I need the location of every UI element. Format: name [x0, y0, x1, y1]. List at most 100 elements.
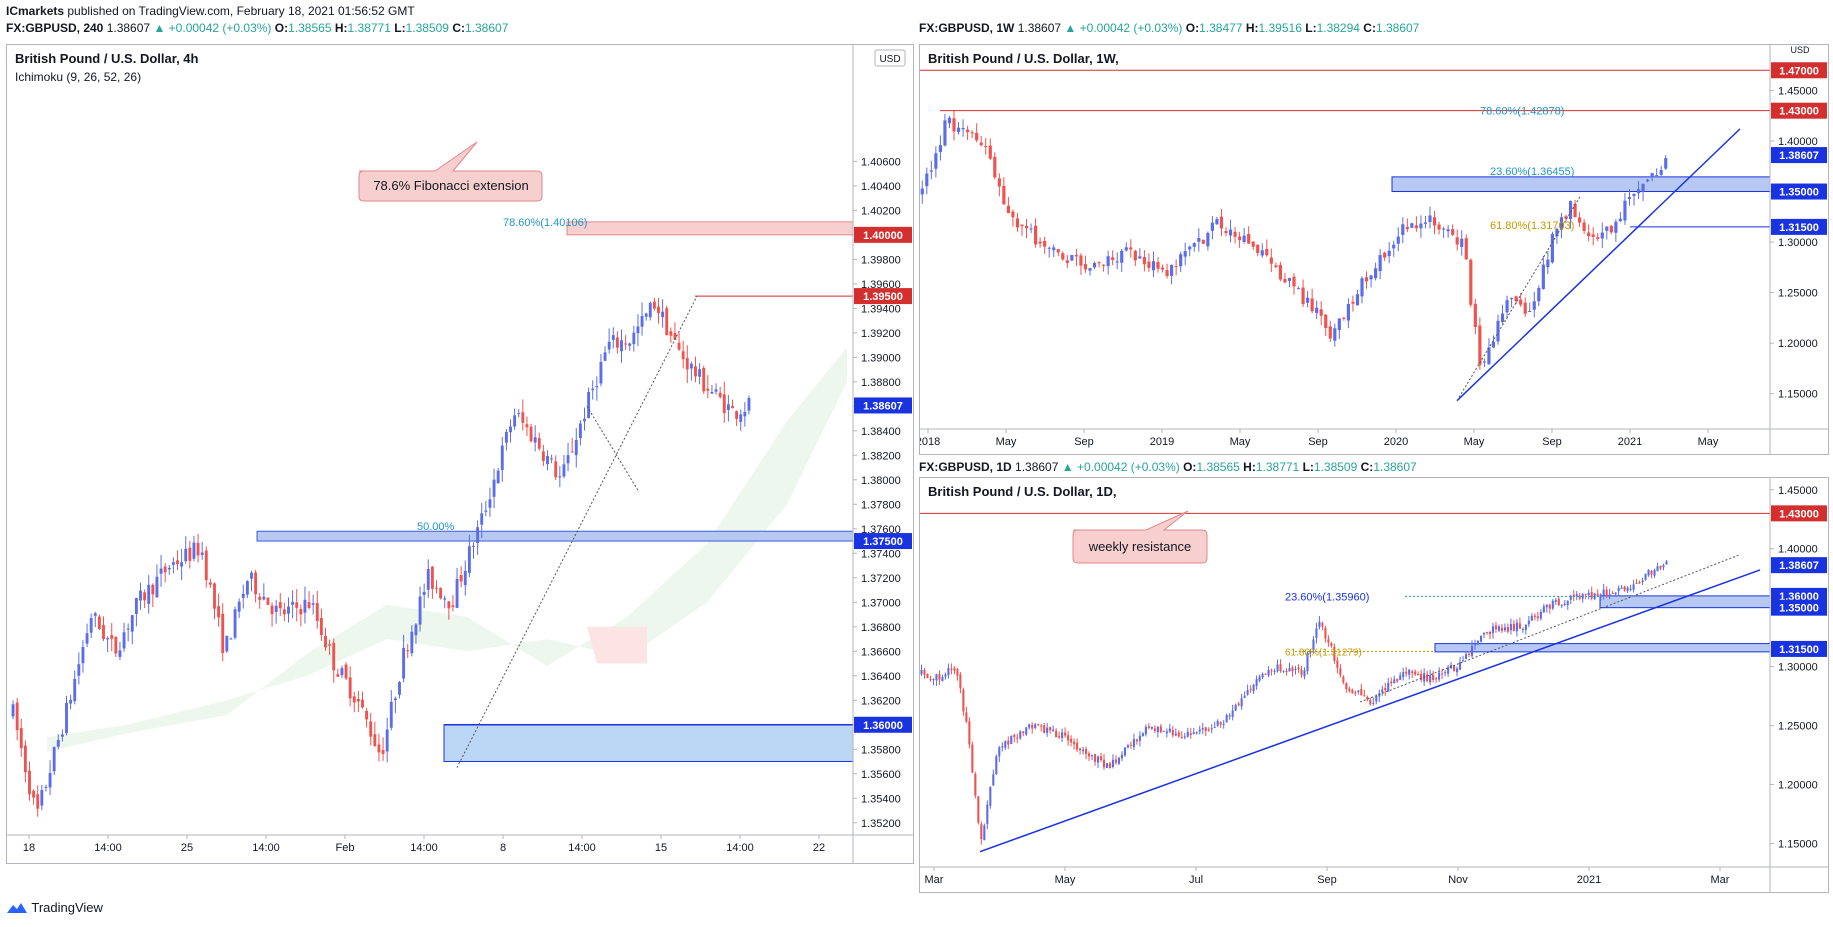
h4-ytick-label-5: 1.36200 — [861, 695, 901, 707]
h4-symbol[interactable]: FX:GBPUSD, 240 — [6, 21, 104, 35]
d1-candle-body — [1237, 703, 1240, 706]
h4-candle-body — [11, 704, 15, 717]
d1-candle-body — [941, 676, 944, 681]
d1-candle-body — [1219, 721, 1222, 725]
w1-candle-body — [1627, 197, 1632, 200]
h4-price-axis[interactable]: 1.35200 1.35400 1.35600 1.35800 1.36000 1.362… — [852, 45, 913, 863]
h4-candle-body — [192, 542, 196, 559]
h4-annotation-callout[interactable]: 78.6% Fibonacci extension — [358, 141, 543, 202]
h4-candle-body — [550, 458, 554, 460]
d1-candle-body — [1467, 653, 1471, 655]
d1-candle-body — [1566, 601, 1569, 606]
w1-xtick-label-2: Sep — [1074, 436, 1094, 448]
d1-candle-body — [1459, 662, 1462, 670]
d1-candle-body — [986, 804, 989, 824]
d1-candle-body — [1456, 668, 1459, 673]
d1-candle-body — [1390, 681, 1393, 684]
d1-price: 1.38607 — [1015, 460, 1059, 474]
w1-candle-body — [1473, 303, 1477, 327]
w1-candle-body — [1505, 300, 1509, 313]
h4-candle-body — [620, 340, 623, 352]
h4-candles — [11, 297, 751, 817]
h4-candle-body — [332, 642, 336, 671]
d1-chart-panel[interactable]: 23.60%(1.35960) 61.80%(1.31279) 1.15000 1.… — [919, 477, 1829, 893]
d1-candle-body — [1004, 741, 1007, 748]
w1-candle-body — [1369, 275, 1373, 280]
h4-xtick-label-3: 14:00 — [252, 842, 280, 854]
d1-price-axis[interactable]: 1.15000 1.20000 1.25000 1.30000 1.35000 1.400… — [1769, 478, 1828, 892]
w1-currency[interactable]: USD — [1790, 45, 1810, 55]
d1-candle-body — [1617, 588, 1620, 592]
h4-fib-label: 78.60%(1.40106) — [503, 217, 587, 229]
d1-candle-body — [1488, 631, 1492, 635]
d1-annotation-callout[interactable]: weekly resistance — [1072, 510, 1208, 564]
h4-candle-body — [644, 313, 648, 317]
publisher-name[interactable]: ICmarkets — [6, 4, 65, 18]
h4-candle-body — [533, 437, 537, 443]
d1-candle-body — [1046, 727, 1049, 733]
tradingview-footer[interactable]: TradingView — [6, 900, 103, 915]
w1-symbol[interactable]: FX:GBPUSD, 1W — [919, 21, 1015, 35]
d1-candle-body — [1034, 724, 1037, 729]
h4-candle-body — [204, 550, 208, 581]
w1-candle-body — [993, 156, 997, 178]
w1-price-axis[interactable]: 1.15000 1.20000 1.25000 1.30000 1.35000 1.400… — [1769, 45, 1828, 454]
d1-last-price-tag — [1771, 557, 1827, 574]
w1-candle-body — [1319, 309, 1323, 316]
h4-change: +0.00042 (+0.03%) — [168, 21, 272, 35]
w1-time-axis[interactable]: 2018 May Sep 2019 May Sep 2020 May Sep 2021 May — [916, 428, 1828, 448]
d1-candle-body — [1102, 759, 1106, 768]
d1-candle-body — [992, 774, 995, 786]
w1-candle-body — [1079, 255, 1083, 266]
h4-candle-body — [48, 773, 52, 788]
w1-chart[interactable]: 78.60%(1.42878) 23.60%(1.36455) 61.80%(1.3… — [916, 45, 1828, 454]
h4-currency-box[interactable] — [874, 49, 906, 67]
d1-candle-body — [1632, 584, 1635, 590]
w1-candle-body — [1600, 232, 1604, 239]
h4-h-label: H: — [334, 21, 348, 35]
d1-candle-body — [971, 744, 974, 773]
d1-candle-body — [1306, 653, 1309, 672]
d1-candle-body — [1426, 674, 1429, 682]
h4-ytick-label-18: 1.38800 — [861, 377, 901, 389]
h4-indicator-label[interactable]: Ichimoku (9, 26, 52, 26) — [15, 70, 141, 84]
h4-time-axis[interactable]: 18 14:00 25 14:00 Feb 14:00 8 14:00 15 14:00 22 — [7, 834, 913, 854]
d1-chart[interactable]: 23.60%(1.35960)61.80%(1.31279) 1.150001.… — [920, 478, 1828, 892]
w1-xtick-label-0: 2018 — [920, 436, 940, 448]
d1-candle-body — [1381, 689, 1384, 693]
w1-candle-body — [1523, 302, 1527, 314]
d1-symbol[interactable]: FX:GBPUSD, 1D — [919, 460, 1012, 474]
h4-candle-body — [122, 632, 126, 649]
w1-candle-body — [1383, 252, 1387, 258]
h4-candle-body — [93, 613, 97, 616]
w1-candle-body — [1514, 296, 1518, 302]
h4-candle-body — [40, 789, 44, 806]
w1-candle-body — [1120, 250, 1124, 263]
w1-candle-body — [929, 170, 933, 172]
d1-candle-body — [1022, 731, 1025, 734]
d1-candle-body — [1408, 669, 1411, 675]
w1-candle-body — [1460, 238, 1464, 247]
d1-candle-body — [1366, 696, 1369, 700]
w1-candle-body — [1115, 261, 1119, 263]
d1-candle-body — [1111, 759, 1115, 768]
d1-candle-body — [1016, 737, 1019, 739]
h4-chart[interactable]: 78.60%(1.40106)50.00% 1.352001.354001.35… — [7, 45, 913, 863]
h4-ytick-label-11: 1.37400 — [861, 548, 901, 560]
w1-price: 1.38607 — [1017, 21, 1062, 35]
h4-candle-body — [278, 602, 282, 609]
d1-candle-body — [1291, 667, 1294, 672]
w1-candle-body — [1306, 297, 1310, 303]
w1-chart-panel[interactable]: 78.60%(1.42878) 23.60%(1.36455) 61.80%(1.3… — [916, 44, 1829, 455]
h4-candle-body — [743, 412, 747, 417]
h4-fib-trend-line-2 — [586, 406, 640, 493]
w1-price-tag-text-0: 1.47000 — [1779, 65, 1819, 77]
d1-candle-body — [1240, 698, 1243, 707]
h4-chart-panel[interactable]: 78.60%(1.40106) 50.00% 1.35200 1.35400 1.35… — [6, 44, 914, 864]
d1-candle-body — [1417, 674, 1420, 676]
d1-candle-body — [1010, 735, 1013, 745]
h4-last-price-tag — [854, 397, 912, 414]
w1-candle-body — [1537, 288, 1541, 302]
h4-cloud-bear — [587, 626, 647, 664]
d1-time-axis[interactable]: Mar May Jul Sep Nov 2021 Mar — [920, 866, 1828, 886]
